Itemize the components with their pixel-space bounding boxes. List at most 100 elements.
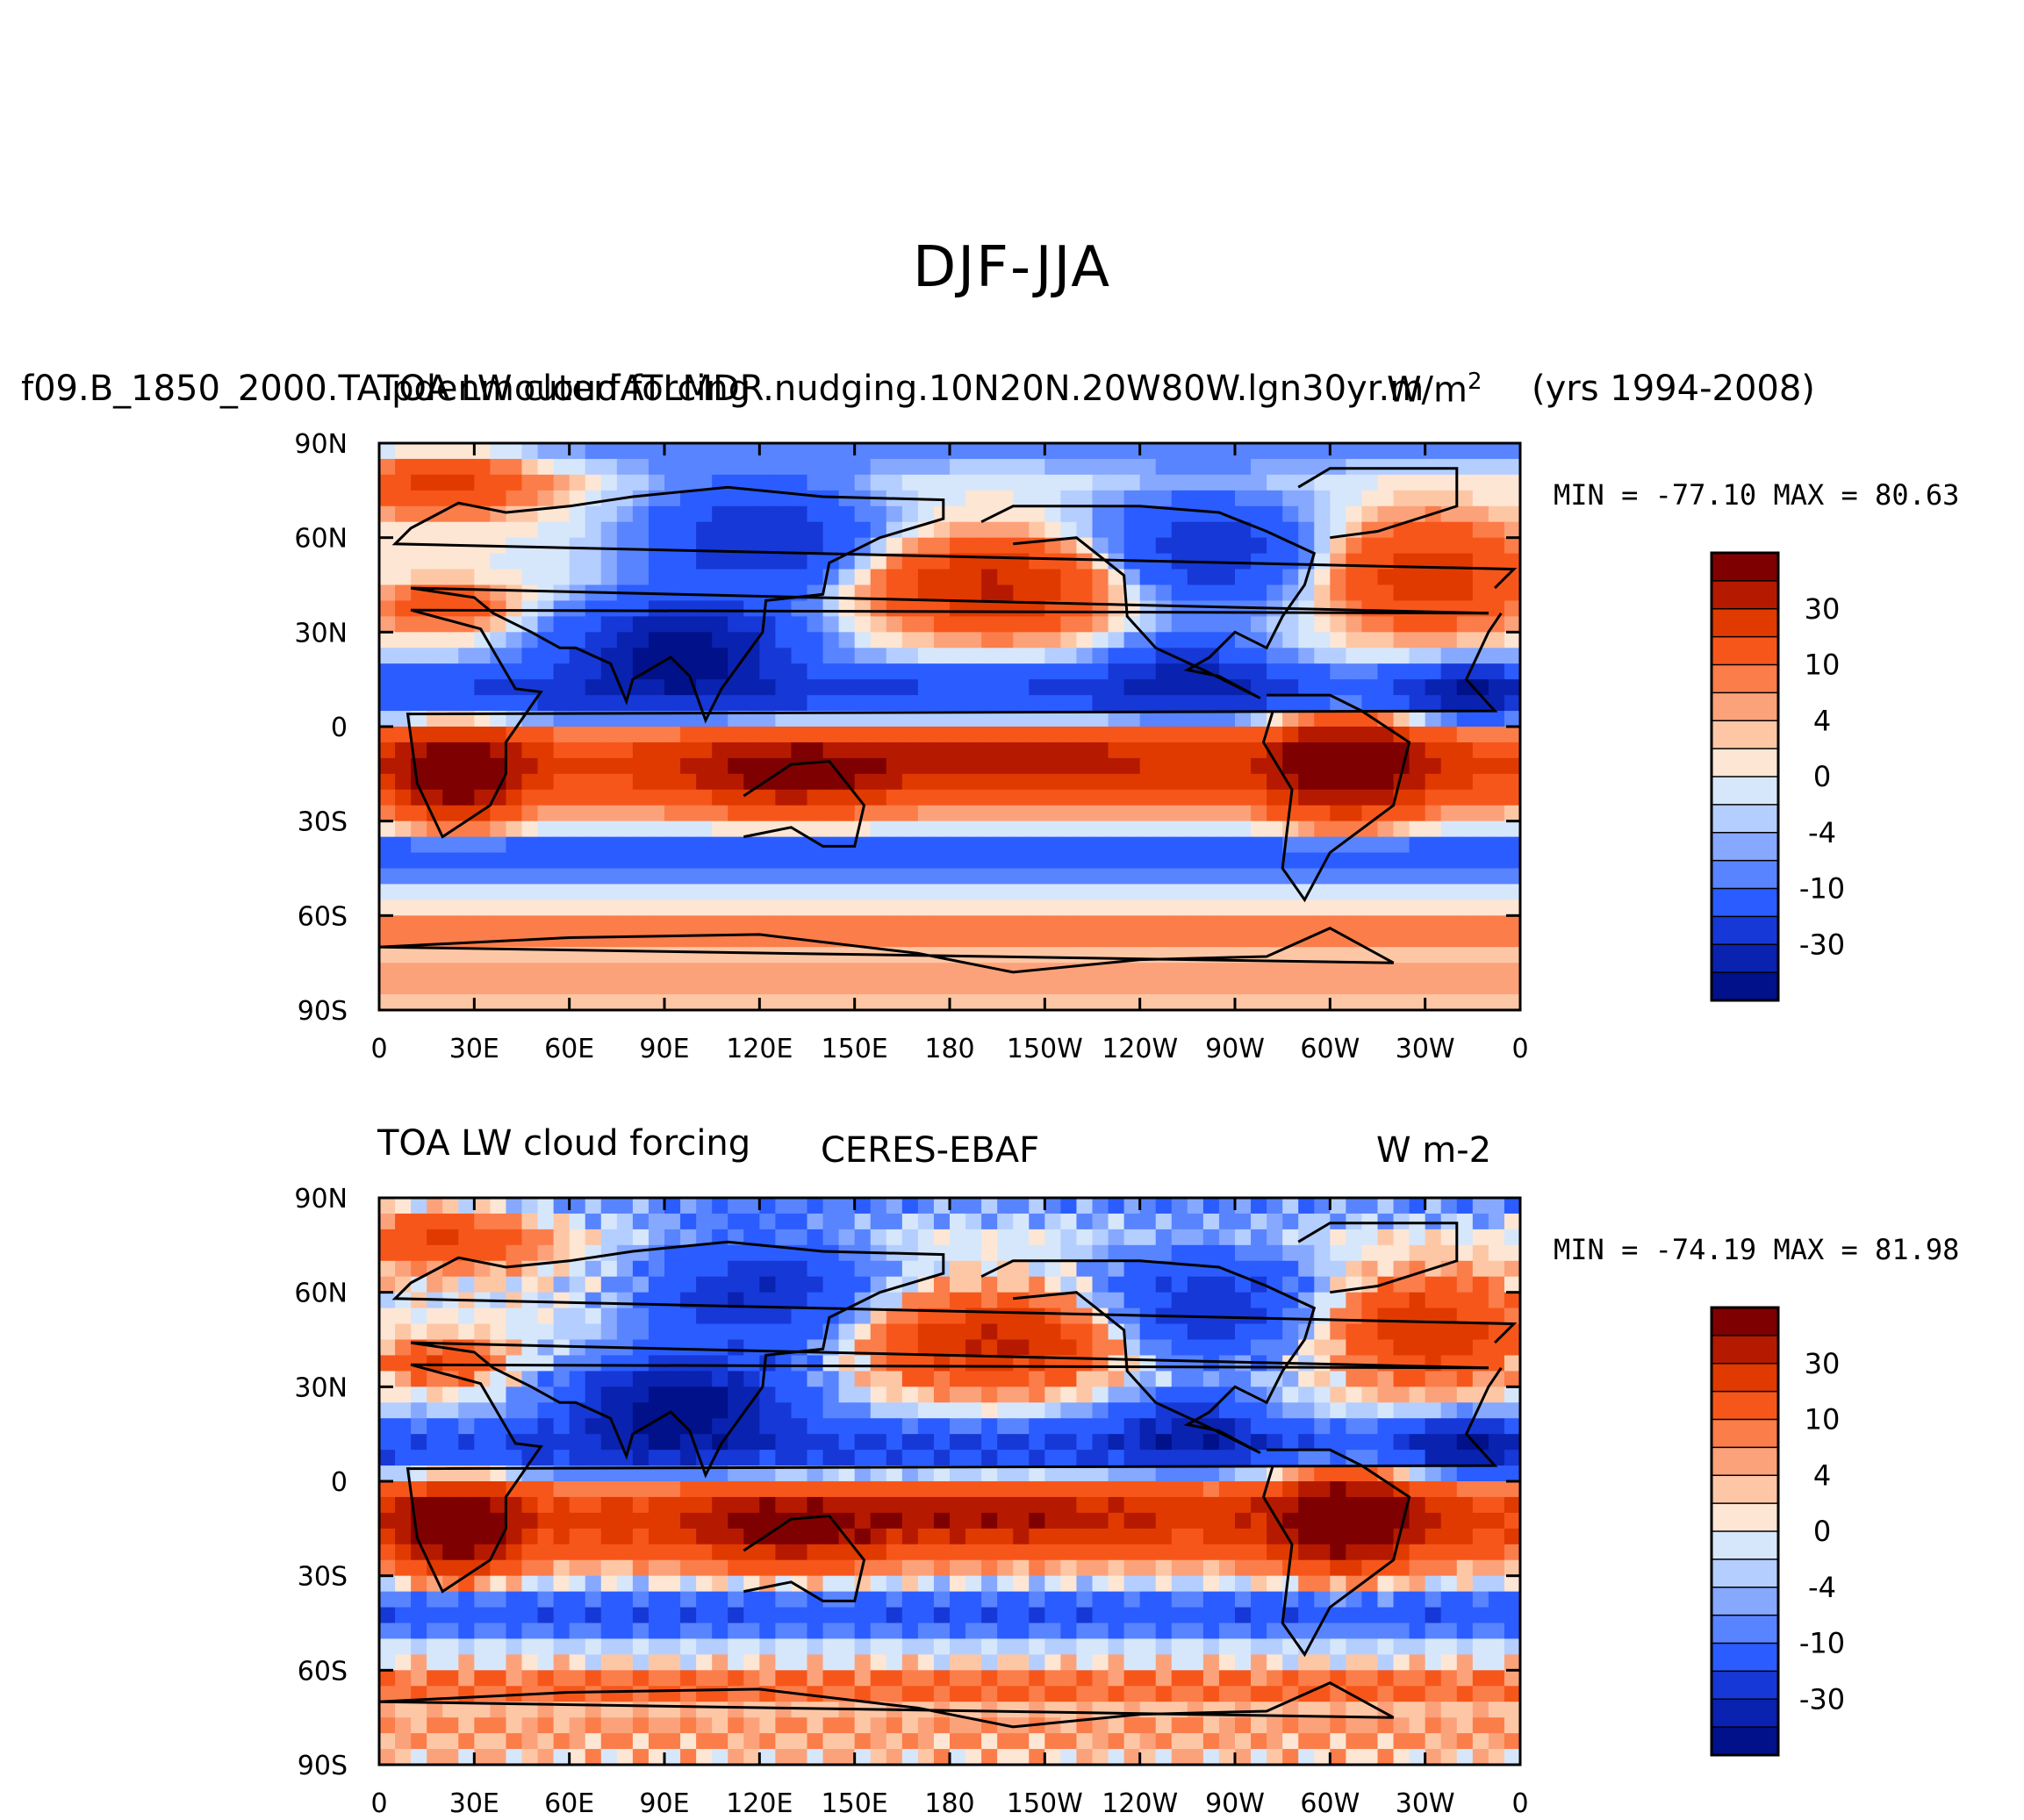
bottom-cell	[616, 1450, 634, 1466]
top-cell	[1377, 884, 1395, 900]
bottom-cell	[917, 1386, 935, 1403]
top-cell	[870, 521, 887, 539]
top-cell	[379, 679, 396, 696]
top-cell	[1029, 994, 1045, 1011]
top-cell	[1456, 679, 1474, 696]
bottom-cell	[950, 1686, 966, 1702]
bottom-cell	[600, 1512, 618, 1530]
top-cell	[1346, 474, 1363, 491]
top-cell	[1377, 474, 1395, 491]
bottom-cell	[854, 1496, 872, 1514]
bottom-cell	[870, 1481, 887, 1498]
bottom-cell	[981, 1418, 998, 1435]
top-cell	[1218, 994, 1236, 1011]
bottom-cell	[775, 1292, 793, 1309]
top-cell	[506, 553, 523, 570]
top-cell	[1425, 474, 1442, 491]
top-cell	[1251, 757, 1267, 775]
bottom-cell	[648, 1386, 665, 1403]
top-cell	[950, 584, 966, 602]
top-xtick-label: 0	[370, 1034, 387, 1064]
bottom-cell	[933, 1654, 951, 1671]
top-cell	[1361, 443, 1379, 460]
bottom-cell	[490, 1323, 507, 1341]
top-cell	[712, 443, 728, 460]
bottom-cell	[1029, 1418, 1045, 1435]
top-cell	[965, 994, 982, 1011]
top-cell	[553, 836, 571, 854]
bottom-cell	[1187, 1686, 1204, 1702]
top-cell	[1488, 458, 1505, 476]
top-cell	[458, 899, 475, 916]
top-cell	[506, 490, 523, 507]
bottom-cell	[521, 1575, 539, 1593]
top-cell	[901, 915, 919, 932]
bottom-cell	[1298, 1512, 1315, 1530]
top-panel-units: W/m2	[1387, 369, 1482, 410]
bottom-cell	[411, 1638, 427, 1655]
bottom-cell	[1187, 1559, 1204, 1577]
bottom-cell	[474, 1355, 491, 1372]
bottom-cell	[1393, 1559, 1410, 1577]
bottom-cell	[1013, 1496, 1030, 1514]
top-cell	[1123, 852, 1141, 870]
bottom-cell	[506, 1607, 523, 1624]
top-cell	[1155, 521, 1173, 539]
top-cell	[822, 458, 840, 476]
bottom-cell	[822, 1496, 840, 1514]
top-cell	[490, 443, 507, 460]
top-cell	[1267, 443, 1283, 460]
top-cell	[585, 773, 602, 791]
top-cell	[1123, 931, 1141, 948]
bottom-cell	[664, 1276, 681, 1293]
top-cell	[1298, 616, 1315, 633]
top-coast-south-america	[1261, 693, 1411, 903]
top-cell	[1029, 757, 1045, 775]
top-cell	[1267, 963, 1283, 979]
bottom-cell	[664, 1670, 681, 1687]
bottom-cell	[822, 1686, 840, 1702]
bottom-cell	[712, 1559, 728, 1577]
top-cell	[1139, 789, 1157, 806]
bottom-cell	[1440, 1292, 1458, 1309]
bottom-cell	[585, 1418, 602, 1435]
bottom-cell	[997, 1418, 1014, 1435]
bottom-cell	[1218, 1528, 1236, 1545]
bottom-cell	[585, 1512, 602, 1530]
top-cell	[743, 458, 760, 476]
top-cell	[1504, 458, 1521, 476]
bottom-cell	[1361, 1323, 1379, 1341]
top-cell	[1171, 695, 1188, 712]
top-cell	[537, 820, 555, 838]
top-cell	[1314, 521, 1331, 539]
bottom-cell	[1393, 1638, 1410, 1655]
bottom-cell	[981, 1670, 998, 1687]
bottom-cell	[1123, 1591, 1141, 1609]
top-cell	[506, 836, 523, 854]
top-cell	[1472, 521, 1489, 539]
bottom-cell	[728, 1623, 744, 1640]
bottom-cell	[521, 1418, 539, 1435]
top-cell	[537, 458, 555, 476]
top-cell	[1504, 868, 1521, 885]
top-cell	[775, 632, 793, 648]
top-cell	[1092, 773, 1109, 791]
top-cell	[379, 490, 396, 507]
bottom-cell	[822, 1244, 840, 1262]
top-cell	[490, 727, 507, 743]
bottom-cell	[553, 1355, 571, 1372]
top-cell	[1267, 852, 1283, 870]
top-cell	[1361, 805, 1379, 822]
bottom-cell	[1092, 1402, 1109, 1419]
bottom-cell	[1361, 1638, 1379, 1655]
top-cell	[553, 727, 571, 743]
bottom-cell	[616, 1213, 634, 1230]
top-cell	[537, 537, 555, 555]
top-cell	[442, 695, 459, 712]
top-cell	[728, 852, 744, 870]
top-cell	[1488, 521, 1505, 539]
top-cell	[521, 773, 539, 791]
top-cell	[1218, 789, 1236, 806]
bottom-cell	[395, 1308, 412, 1325]
bottom-cell	[1218, 1638, 1236, 1655]
